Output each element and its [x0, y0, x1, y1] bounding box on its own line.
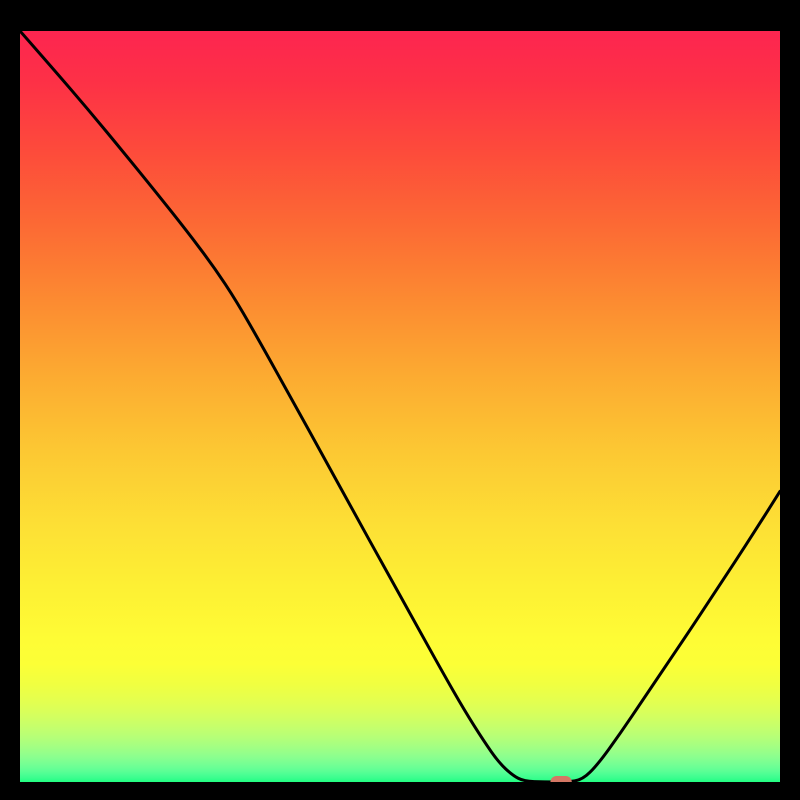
plot-background — [20, 31, 780, 782]
watermark-text: TheBottleneck.com — [586, 4, 800, 32]
chart-frame: TheBottleneck.com — [0, 0, 800, 800]
bottleneck-curve-plot — [20, 31, 780, 782]
optimum-marker — [550, 776, 571, 782]
